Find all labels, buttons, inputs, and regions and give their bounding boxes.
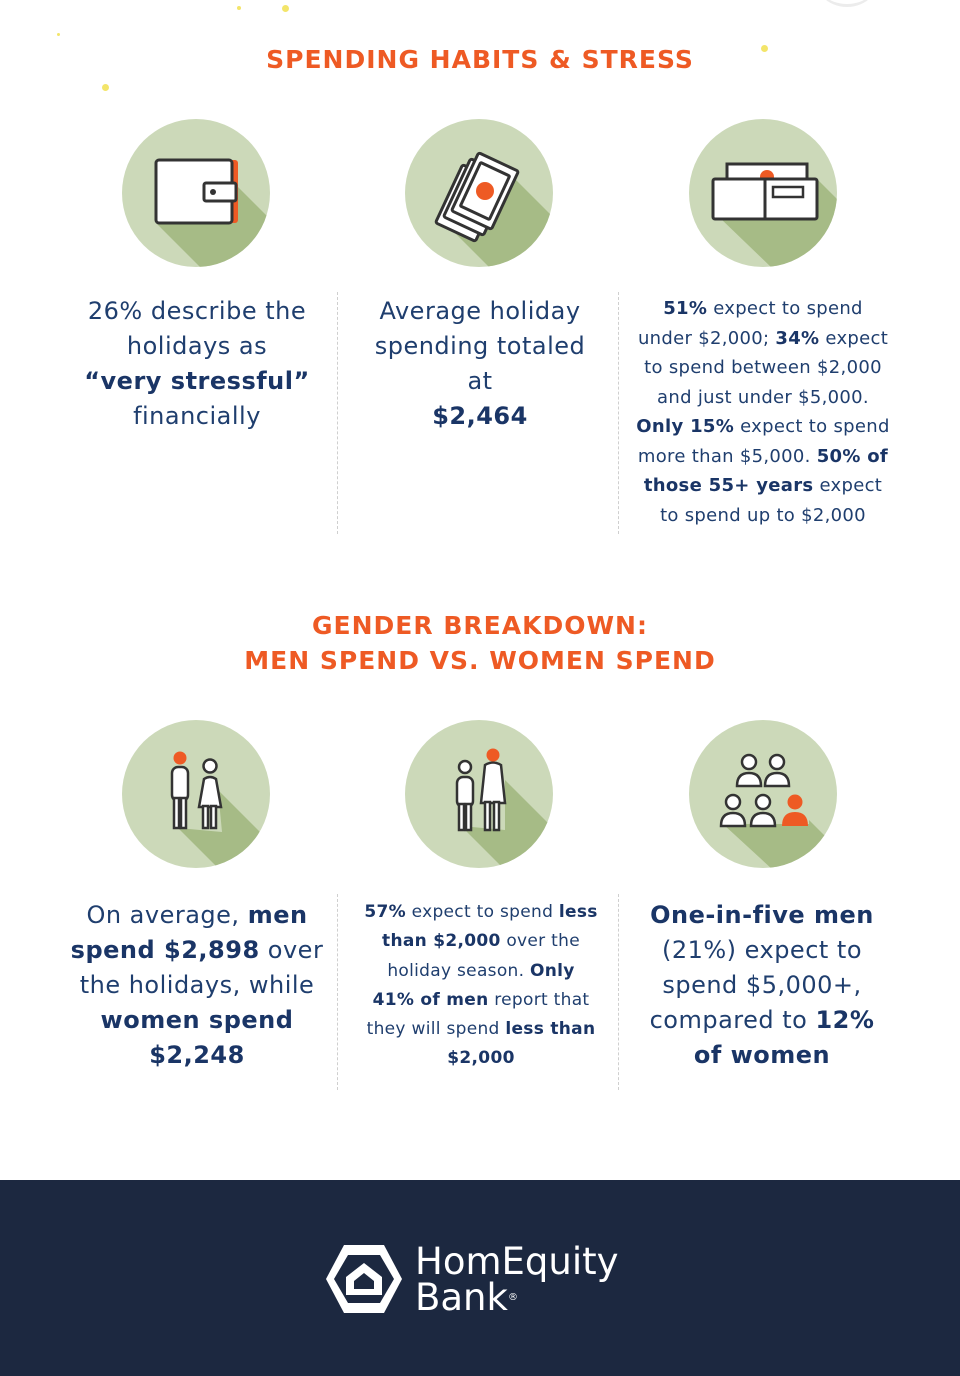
pct-41-men: Only 41% of men (372, 960, 575, 1010)
under-2000-stat: 57% expect to spend less than $2,000 ove… (364, 898, 598, 1074)
gender-title-line2: MEN SPEND VS. WOMEN SPEND (244, 646, 716, 675)
group-icon-circle (689, 720, 837, 868)
logo-bank: Bank (415, 1276, 508, 1319)
man-woman-icon-circle (122, 720, 270, 868)
pct-34: 34% (775, 327, 820, 349)
woman-man-icon-circle (405, 720, 553, 868)
wallet-icon-circle (122, 119, 270, 267)
decor-dot (237, 6, 241, 10)
woman-man-icon (455, 748, 507, 832)
decor-dot (282, 5, 289, 12)
open-wallet-icon (711, 162, 819, 221)
divider (337, 292, 338, 534)
under-2000: less than $2,000 (382, 902, 598, 952)
decor-dot (57, 33, 60, 36)
pct-51: 51% (663, 298, 708, 319)
decor-dot (761, 45, 768, 52)
pct-55plus: 50% of those 55+ years (643, 445, 889, 497)
section-title-gender: GENDER BREAKDOWN: MEN SPEND VS. WOMEN SP… (0, 608, 960, 678)
wallet-icon (154, 158, 238, 225)
average-spending-stat: Average holiday spending totaled at $2,4… (365, 294, 595, 434)
section-title-spending: SPENDING HABITS & STRESS (266, 45, 694, 74)
logo-wordmark-line1: HomEquity (415, 1240, 619, 1283)
logo-wordmark-line2: Bank® (415, 1279, 518, 1316)
money-icon-circle (405, 119, 553, 267)
divider (618, 894, 619, 1090)
open-wallet-icon-circle (689, 119, 837, 267)
women-spend: women spend $2,248 (100, 1006, 294, 1069)
pct-12-women: 12% of women (693, 1006, 875, 1069)
money-stack-icon (434, 151, 520, 243)
divider (618, 292, 619, 534)
text: expect to spend more than $5,000. (637, 416, 890, 467)
decor-arc (812, 0, 882, 7)
pct-57: 57% (364, 902, 406, 922)
gender-title-line1: GENDER BREAKDOWN: (312, 611, 648, 640)
text: over the holiday season. (387, 931, 580, 981)
group-people-icon (719, 753, 808, 828)
men-women-average-stat: On average, men spend $2,898 over the ho… (70, 898, 324, 1073)
footer: HomEquity Bank® (0, 1180, 960, 1376)
text: On average, (86, 901, 248, 929)
one-in-five-stat: One-in-five men (21%) expect to spend $5… (640, 898, 884, 1073)
one-in-five-men: One-in-five men (650, 901, 874, 929)
text: report that they will spend (366, 989, 590, 1040)
text: expect to spend between $2,000 and just … (644, 327, 889, 408)
average-amount: $2,464 (432, 402, 528, 430)
stress-suffix: financially (133, 402, 261, 430)
divider (337, 894, 338, 1090)
text: expect to spend (405, 902, 559, 922)
men-spend: men spend $2,898 (70, 901, 308, 964)
average-text: Average holiday spending totaled at (374, 297, 586, 395)
text: expect to spend up to $2,000 (660, 475, 883, 526)
man-woman-icon (170, 751, 223, 830)
stress-stat: 26% describe the holidays as “very stres… (60, 294, 334, 434)
stress-text: 26% describe the holidays as (87, 297, 307, 360)
text: (21%) expect to spend $5,000+, compared … (649, 936, 863, 1034)
text: over the holidays, while (79, 936, 324, 999)
under-2000: less than $2,000 (447, 1019, 596, 1069)
homequity-logo-icon (326, 1245, 402, 1313)
spending-breakdown-stat: 51% expect to spend under $2,000; 34% ex… (634, 294, 892, 530)
decor-dot (102, 84, 109, 91)
registered-mark: ® (507, 1292, 518, 1303)
text: expect to spend under $2,000; (637, 298, 863, 349)
pct-15: Only 15% (636, 416, 735, 437)
stress-highlight: “very stressful” (84, 367, 310, 395)
